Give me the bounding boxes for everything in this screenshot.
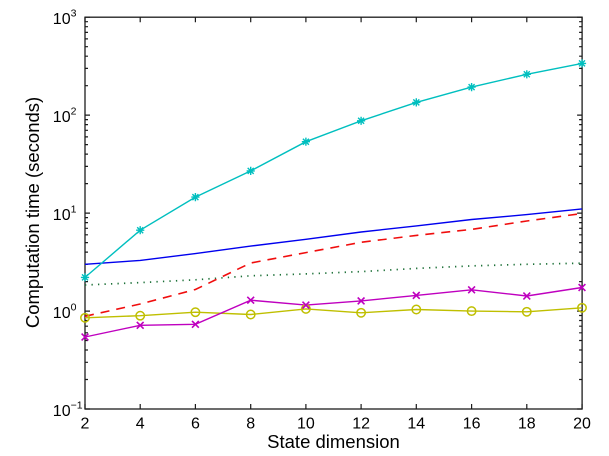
svg-text:20: 20 [573, 415, 591, 432]
svg-text:10: 10 [297, 415, 315, 432]
svg-text:4: 4 [136, 415, 145, 432]
svg-text:2: 2 [81, 415, 90, 432]
svg-text:8: 8 [246, 415, 255, 432]
svg-text:18: 18 [518, 415, 536, 432]
svg-text:16: 16 [463, 415, 481, 432]
svg-text:14: 14 [407, 415, 425, 432]
svg-text:Computation time (seconds): Computation time (seconds) [22, 97, 43, 328]
svg-text:12: 12 [352, 415, 370, 432]
svg-text:State dimension: State dimension [267, 431, 400, 452]
svg-text:6: 6 [191, 415, 200, 432]
